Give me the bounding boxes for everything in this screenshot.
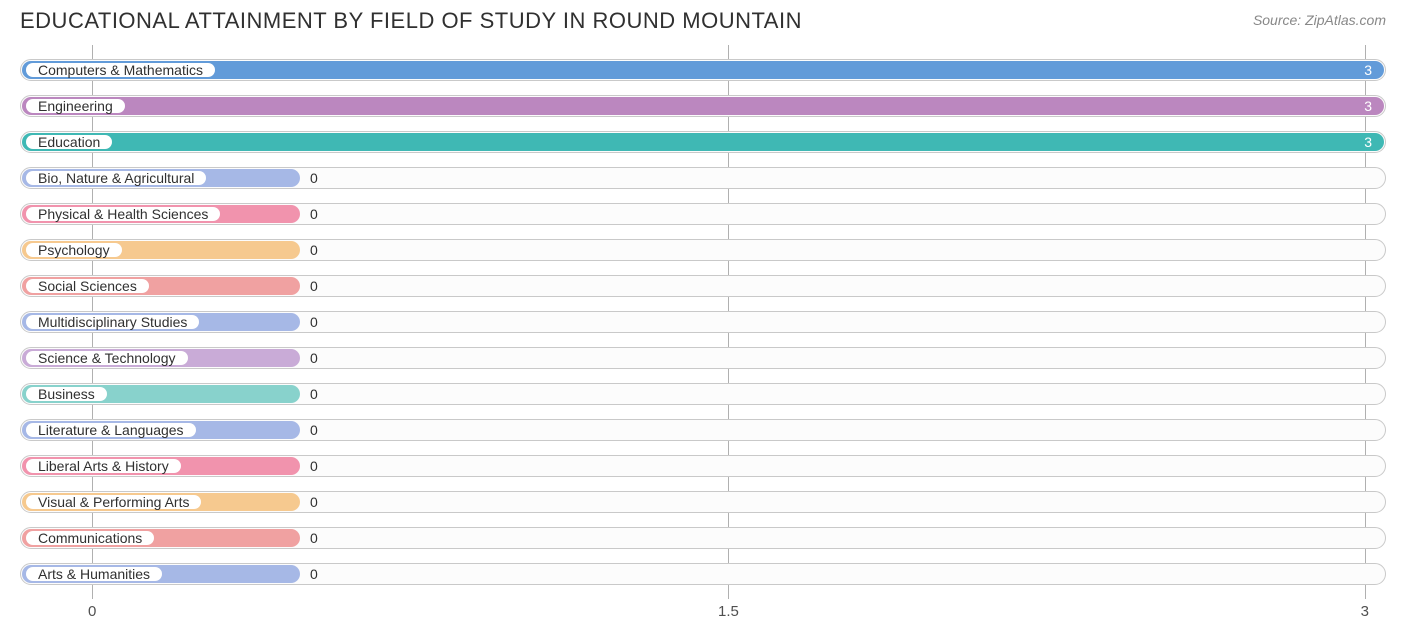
bar-value: 3	[1364, 91, 1372, 121]
bar-row: Literature & Languages 0	[20, 415, 1386, 445]
bar-label: Psychology	[26, 243, 122, 257]
x-tick-label: 0	[88, 603, 96, 620]
bar-row: Psychology 0	[20, 235, 1386, 265]
bar-label: Multidisciplinary Studies	[26, 315, 199, 329]
x-tick-label: 1.5	[718, 603, 739, 620]
bar	[22, 61, 1384, 79]
bar-value: 0	[310, 523, 318, 553]
bar-label: Computers & Mathematics	[26, 63, 215, 77]
bar-label: Bio, Nature & Agricultural	[26, 171, 206, 185]
bar-row: Liberal Arts & History 0	[20, 451, 1386, 481]
bar	[22, 133, 1384, 151]
bar-value: 3	[1364, 55, 1372, 85]
bar	[22, 97, 1384, 115]
bar-row: Science & Technology 0	[20, 343, 1386, 373]
bar-row: Visual & Performing Arts 0	[20, 487, 1386, 517]
bar-row: Multidisciplinary Studies 0	[20, 307, 1386, 337]
chart-source: Source: ZipAtlas.com	[1253, 8, 1386, 28]
bar-row: Engineering 3	[20, 91, 1386, 121]
bar-row: Physical & Health Sciences 0	[20, 199, 1386, 229]
bar-row: Computers & Mathematics 3	[20, 55, 1386, 85]
bar-value: 0	[310, 307, 318, 337]
bar-label: Literature & Languages	[26, 423, 196, 437]
bar-label: Business	[26, 387, 107, 401]
bar-label: Social Sciences	[26, 279, 149, 293]
bar-value: 0	[310, 271, 318, 301]
chart-area: Computers & Mathematics3Engineering3Educ…	[20, 45, 1386, 599]
x-tick-label: 3	[1361, 603, 1369, 620]
bar-value: 0	[310, 235, 318, 265]
bar-value: 0	[310, 487, 318, 517]
bar-value: 0	[310, 343, 318, 373]
bar-value: 3	[1364, 127, 1372, 157]
bar-label: Science & Technology	[26, 351, 188, 365]
bar-value: 0	[310, 415, 318, 445]
bar-value: 0	[310, 199, 318, 229]
bar-row: Education 3	[20, 127, 1386, 157]
bar-row: Communications 0	[20, 523, 1386, 553]
bar-value: 0	[310, 559, 318, 589]
bar-label: Education	[26, 135, 112, 149]
bar-label: Engineering	[26, 99, 125, 113]
bar-label: Arts & Humanities	[26, 567, 162, 581]
bar-row: Social Sciences 0	[20, 271, 1386, 301]
bar-label: Liberal Arts & History	[26, 459, 181, 473]
bar-label: Communications	[26, 531, 154, 545]
bar-row: Bio, Nature & Agricultural 0	[20, 163, 1386, 193]
chart-title: EDUCATIONAL ATTAINMENT BY FIELD OF STUDY…	[20, 8, 802, 34]
plot-area: Computers & Mathematics3Engineering3Educ…	[20, 45, 1386, 599]
bar-value: 0	[310, 163, 318, 193]
bar-value: 0	[310, 379, 318, 409]
bar-row: Arts & Humanities 0	[20, 559, 1386, 589]
bar-label: Visual & Performing Arts	[26, 495, 201, 509]
bar-row: Business 0	[20, 379, 1386, 409]
bar-label: Physical & Health Sciences	[26, 207, 220, 221]
bar-value: 0	[310, 451, 318, 481]
x-axis: 01.53	[20, 603, 1386, 623]
